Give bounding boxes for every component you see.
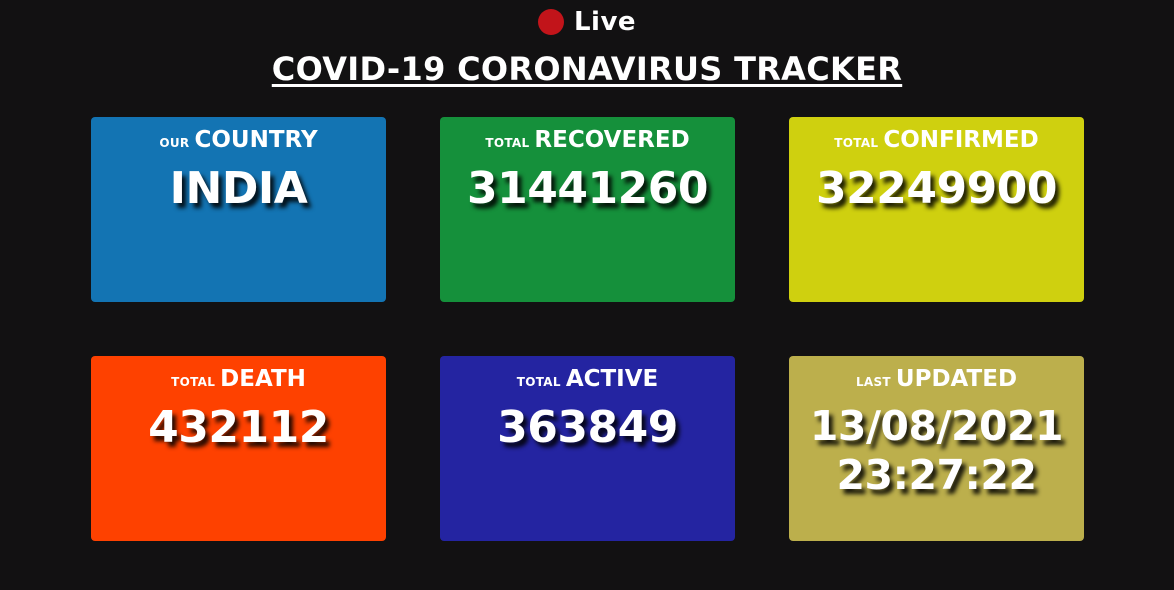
confirmed-value: 32249900 <box>816 163 1057 214</box>
recovered-card: total RECOVERED 31441260 <box>440 117 735 302</box>
page-title: COVID-19 CORONAVIRUS TRACKER <box>271 50 903 88</box>
death-value: 432112 <box>148 402 329 453</box>
country-card-prefix: our <box>159 136 190 150</box>
country-card-heading: our COUNTRY <box>91 127 386 153</box>
death-card-prefix: total <box>171 375 216 389</box>
country-card: our COUNTRY INDIA <box>91 117 386 302</box>
confirmed-card-label: CONFIRMED <box>883 127 1039 153</box>
live-dot-icon <box>537 9 564 35</box>
active-card-heading: total ACTIVE <box>440 366 735 392</box>
active-card-label: ACTIVE <box>565 366 659 392</box>
confirmed-card-heading: total CONFIRMED <box>789 127 1084 153</box>
updated-date: 13/08/2021 <box>809 402 1064 450</box>
recovered-card-prefix: total <box>485 136 530 150</box>
active-card-prefix: total <box>516 375 561 389</box>
updated-card-heading: last UPDATED <box>789 366 1084 392</box>
confirmed-card-prefix: total <box>834 136 879 150</box>
updated-card-label: UPDATED <box>895 366 1018 392</box>
active-card: total ACTIVE 363849 <box>440 356 735 541</box>
live-label: Live <box>573 7 637 37</box>
updated-card-prefix: last <box>855 375 891 389</box>
country-card-label: COUNTRY <box>194 127 318 153</box>
updated-card: last UPDATED 13/08/2021 23:27:22 <box>789 356 1084 541</box>
death-card: total DEATH 432112 <box>91 356 386 541</box>
recovered-card-heading: total RECOVERED <box>440 127 735 153</box>
updated-time: 23:27:22 <box>836 451 1037 499</box>
country-value: INDIA <box>169 163 308 214</box>
updated-value: 13/08/2021 23:27:22 <box>789 402 1084 500</box>
death-card-heading: total DEATH <box>91 366 386 392</box>
active-value: 363849 <box>497 402 678 453</box>
live-indicator: Live <box>0 4 1174 40</box>
confirmed-card: total CONFIRMED 32249900 <box>789 117 1084 302</box>
recovered-card-label: RECOVERED <box>534 127 690 153</box>
death-card-label: DEATH <box>220 366 306 392</box>
recovered-value: 31441260 <box>467 163 708 214</box>
